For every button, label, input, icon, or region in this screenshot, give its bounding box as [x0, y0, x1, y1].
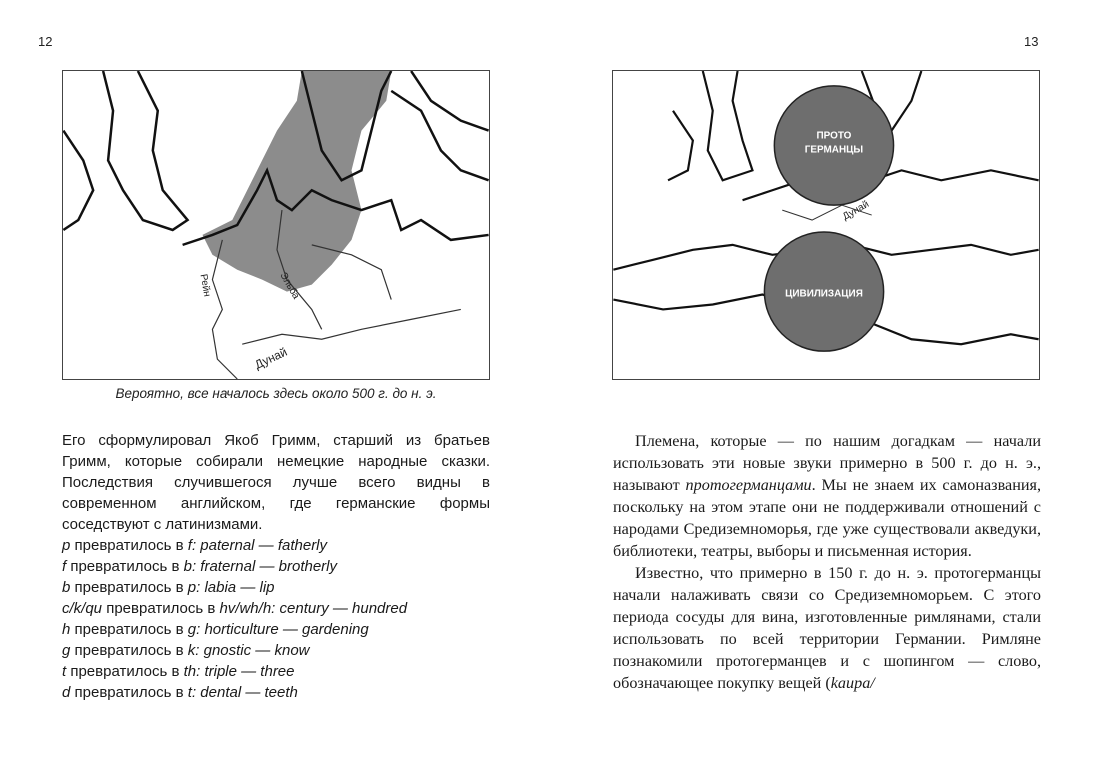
list-item: f превратилось в b: fraternal — brotherl… [62, 558, 338, 575]
paragraph: Известно, что примерно в 150 г. до н. э.… [613, 564, 1041, 692]
civilization-circle [763, 231, 885, 352]
river-label-rhine: Рейн [198, 273, 213, 297]
proto-germanic-circle [773, 85, 895, 206]
list-item: t превратилось в th: triple — three [62, 663, 295, 680]
list-item: b превратилось в p: labia — lip [62, 579, 275, 596]
map-proto-germanic-origin: Рейн Эльба Дунай [62, 70, 490, 380]
label-germans: ГЕРМАНЦЫ [805, 144, 864, 155]
list-item: c/k/qu превратилось в hv/wh/h: century —… [62, 600, 408, 617]
left-page-text: Его сформулировал Якоб Гримм, старший из… [62, 430, 490, 703]
right-page-text: Племена, которые — по нашим догадкам — н… [613, 430, 1041, 694]
proto-germanic-region [202, 71, 392, 292]
paragraph: Племена, которые — по нашим догадкам — н… [613, 432, 1042, 560]
page-number-left: 12 [38, 34, 53, 49]
list-item: g превратилось в k: gnostic — know [62, 642, 310, 659]
river-label-danube: Дунай [252, 345, 289, 372]
list-item: d превратилось в t: dental — teeth [62, 684, 298, 701]
map-europe-mediterranean: ПРОТО ГЕРМАНЦЫ ЦИВИЛИЗАЦИЯ Дунай [612, 70, 1040, 380]
label-proto: ПРОТО [817, 131, 852, 142]
list-item: h превратилось в g: horticulture — garde… [62, 621, 369, 638]
page-number-right: 13 [1024, 34, 1039, 49]
sound-shift-list: p превратилось в f: paternal — fatherly … [62, 535, 490, 703]
paragraph: Его сформулировал Якоб Гримм, старший из… [62, 432, 490, 533]
map-caption: Вероятно, все началось здесь около 500 г… [115, 386, 437, 401]
list-item: p превратилось в f: paternal — fatherly [62, 537, 328, 554]
label-civilization: ЦИВИЛИЗАЦИЯ [785, 289, 863, 300]
